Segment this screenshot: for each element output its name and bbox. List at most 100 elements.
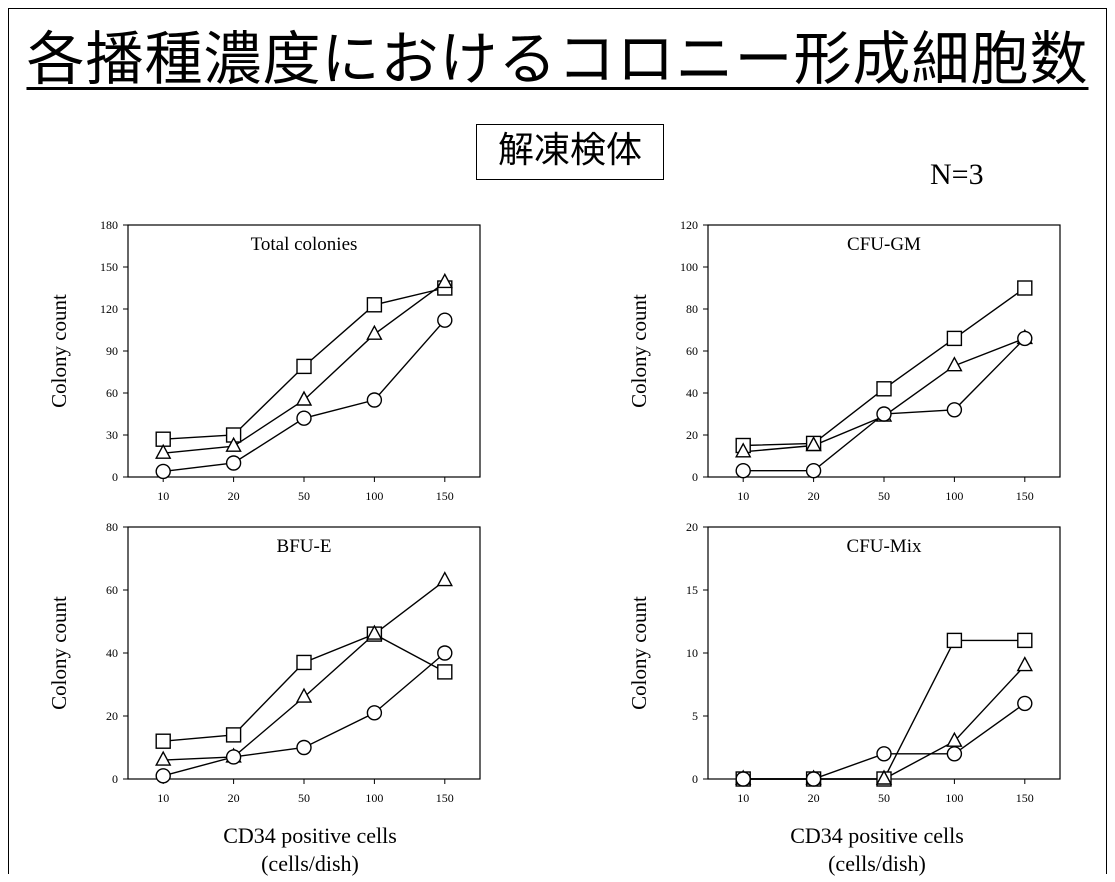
chart-title: Total colonies — [251, 234, 358, 255]
data-point-circle — [876, 406, 892, 422]
data-point-triangle — [436, 272, 453, 289]
x-tick-label: 150 — [1016, 489, 1034, 503]
x-tick-label: 10 — [157, 791, 169, 805]
data-point-square — [155, 733, 171, 749]
y-tick-label: 120 — [100, 302, 118, 316]
x-tick-label: 100 — [365, 791, 383, 805]
data-point-circle — [805, 463, 822, 479]
data-point-square — [366, 297, 383, 313]
series-line-square — [743, 287, 1026, 447]
chart-bfu-e: 0 20 40 60 80 10 20 50 100 150 Colony count BFU-E — [47, 520, 481, 805]
data-point-circle — [366, 705, 383, 721]
data-point-circle — [225, 455, 242, 471]
y-tick-label: 0 — [112, 772, 118, 786]
x-tick-label: 20 — [808, 489, 820, 503]
x-axis-caption-left: CD34 positive cells (cells/dish) — [160, 822, 460, 878]
data-point-triangle — [805, 436, 822, 452]
data-point-circle — [876, 746, 892, 762]
data-point-square — [876, 381, 892, 397]
x-axis-caption-line1: CD34 positive cells — [790, 823, 964, 848]
data-point-circle — [1017, 695, 1033, 712]
data-point-circle — [437, 645, 453, 661]
data-point-circle — [437, 312, 453, 328]
data-point-circle — [225, 749, 242, 765]
data-point-square — [946, 330, 963, 347]
chart-cfu-gm: 0 20 40 60 80 100 120 10 20 50 100 150 Colony count C… — [627, 218, 1061, 503]
x-tick-label: 150 — [436, 489, 454, 503]
y-axis-label: Colony count — [47, 294, 71, 408]
y-tick-label: 60 — [106, 386, 118, 400]
data-point-circle — [946, 402, 963, 418]
y-tick-label: 40 — [686, 386, 698, 400]
x-tick-label: 10 — [737, 791, 749, 805]
y-tick-label: 80 — [106, 520, 118, 534]
x-tick-label: 150 — [1016, 791, 1034, 805]
x-tick-label: 10 — [157, 489, 169, 503]
y-tick-label: 20 — [106, 709, 118, 723]
data-point-square — [296, 358, 312, 375]
x-axis-caption-line2: (cells/dish) — [261, 851, 359, 876]
y-tick-label: 0 — [692, 772, 698, 786]
data-point-circle — [1017, 330, 1033, 347]
plot-area — [707, 526, 1061, 780]
x-tick-label: 100 — [365, 489, 383, 503]
y-tick-label: 0 — [692, 470, 698, 484]
data-point-triangle — [1016, 656, 1033, 672]
y-tick-label: 180 — [100, 218, 118, 232]
y-tick-label: 20 — [686, 428, 698, 442]
x-tick-label: 50 — [298, 791, 310, 805]
x-tick-label: 100 — [945, 489, 963, 503]
y-tick-label: 60 — [106, 583, 118, 597]
x-axis-caption-line2: (cells/dish) — [828, 851, 926, 876]
y-tick-label: 100 — [680, 260, 698, 274]
y-tick-label: 80 — [686, 302, 698, 316]
y-axis-label: Colony count — [627, 596, 651, 710]
x-tick-label: 50 — [878, 791, 890, 805]
data-point-triangle — [295, 390, 313, 406]
slide-frame — [8, 8, 1107, 874]
y-tick-label: 15 — [686, 583, 698, 597]
data-point-circle — [735, 771, 751, 787]
plot-area — [707, 224, 1061, 478]
x-tick-label: 10 — [737, 489, 749, 503]
data-point-square — [1017, 280, 1033, 296]
series-line-triangle — [163, 579, 446, 761]
data-point-triangle — [436, 571, 453, 587]
data-point-circle — [296, 739, 312, 756]
chart-title: CFU-Mix — [847, 536, 922, 557]
data-point-triangle — [225, 436, 242, 452]
chart-title: BFU-E — [277, 536, 332, 557]
y-tick-label: 20 — [686, 520, 698, 534]
x-tick-label: 100 — [945, 791, 963, 805]
x-tick-label: 20 — [228, 791, 240, 805]
y-tick-label: 30 — [106, 428, 118, 442]
y-tick-label: 90 — [106, 344, 118, 358]
data-point-circle — [805, 771, 822, 787]
data-point-circle — [155, 463, 171, 480]
x-axis-caption-line1: CD34 positive cells — [223, 823, 397, 848]
x-tick-label: 50 — [878, 489, 890, 503]
data-point-square — [296, 654, 312, 671]
slide-title: 各播種濃度におけるコロニー形成細胞数 — [26, 25, 1089, 93]
y-tick-label: 40 — [106, 646, 118, 660]
series-line-circle — [743, 702, 1026, 780]
data-point-square — [1017, 632, 1033, 649]
data-point-triangle — [735, 442, 752, 458]
data-point-circle — [296, 410, 312, 426]
data-point-square — [946, 632, 963, 649]
data-point-triangle — [155, 750, 172, 766]
data-point-triangle — [875, 769, 893, 785]
sample-size-label: N=3 — [930, 158, 984, 191]
data-point-triangle — [155, 443, 172, 459]
y-tick-label: 120 — [680, 218, 698, 232]
subtitle-box: 解凍検体 — [476, 124, 664, 180]
y-tick-label: 5 — [692, 709, 698, 723]
data-point-square — [225, 727, 242, 743]
data-point-circle — [155, 768, 171, 784]
series-line-circle — [743, 337, 1026, 472]
y-tick-label: 60 — [686, 344, 698, 358]
y-tick-label: 0 — [112, 470, 118, 484]
plot-area — [127, 224, 481, 478]
data-point-triangle — [295, 687, 313, 703]
chart-cfu-mix: 0 5 10 15 20 10 20 50 100 150 Colony count CFU-Mix — [627, 520, 1061, 805]
